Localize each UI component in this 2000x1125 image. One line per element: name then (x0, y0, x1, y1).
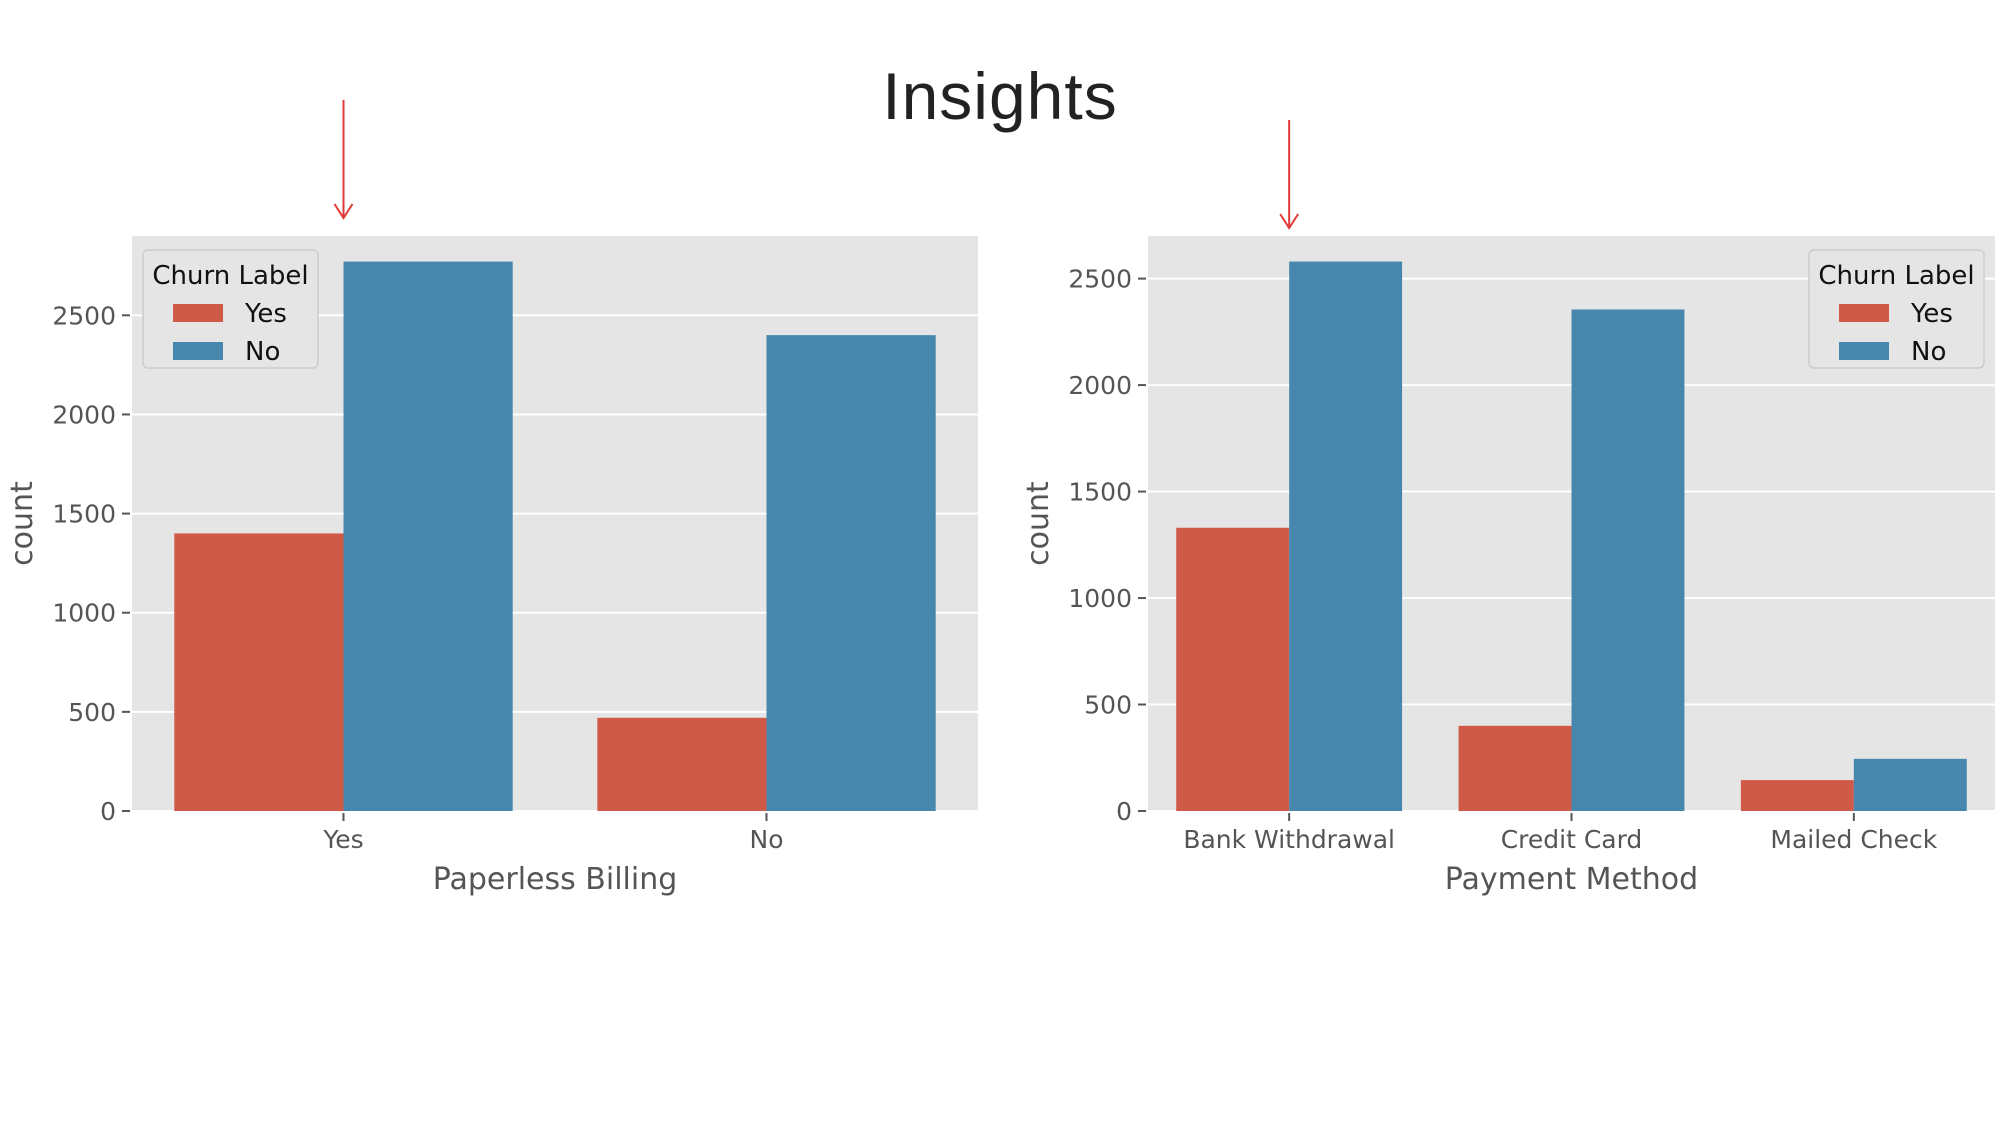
bar-yes (174, 533, 344, 811)
bar-no (1571, 309, 1685, 811)
annotation-arrow (1279, 120, 1300, 230)
arrow-head (1279, 213, 1300, 230)
legend-label-yes: Yes (1910, 299, 1953, 329)
slide-title: Insights (882, 59, 1118, 133)
legend-swatch-no (173, 342, 223, 360)
legend-title: Churn Label (1818, 261, 1974, 291)
legend-swatch-no (1839, 342, 1889, 360)
y-tick-label: 1000 (52, 599, 116, 628)
y-tick-label: 2500 (1068, 265, 1132, 294)
bar-no (766, 335, 936, 811)
arrow-head (333, 203, 354, 220)
legend-box (142, 249, 319, 369)
annotation-arrow (333, 100, 354, 220)
legend-label-no: No (245, 337, 280, 367)
y-tick-label: 1000 (1068, 584, 1132, 613)
y-tick-label: 2000 (1068, 371, 1132, 400)
y-tick-label: 2500 (52, 301, 116, 330)
legend-title: Churn Label (152, 261, 308, 291)
x-axis-label: Paperless Billing (433, 862, 678, 897)
y-tick-label: 500 (68, 698, 116, 727)
bar-no (343, 261, 513, 811)
x-axis-label: Payment Method (1445, 862, 1698, 897)
legend-label-no: No (1911, 337, 1946, 367)
x-tick-label: No (750, 825, 784, 854)
y-tick-label: 0 (100, 797, 116, 826)
legend: Churn Label Yes No (1808, 249, 1985, 369)
bar-no (1853, 758, 1967, 811)
x-tick-label: Credit Card (1501, 825, 1643, 854)
x-tick-label: Mailed Check (1770, 825, 1937, 854)
legend-label-yes: Yes (244, 299, 287, 329)
bar-yes (1176, 527, 1290, 811)
bar-yes (1740, 780, 1854, 811)
legend-swatch-yes (1839, 304, 1889, 322)
y-tick-label: 1500 (1068, 478, 1132, 507)
x-tick-label: Yes (322, 825, 363, 854)
y-tick-label: 2000 (52, 400, 116, 429)
legend-box (1808, 249, 1985, 369)
legend: Churn Label Yes No (142, 249, 319, 369)
y-tick-label: 0 (1116, 797, 1132, 826)
chart-1: 0 500 1000 1500 2000 2500 Yes No Paperless Billi… (5, 100, 978, 897)
y-axis-label: count (1021, 481, 1056, 566)
y-axis-label: count (5, 481, 40, 566)
y-tick-label: 1500 (52, 500, 116, 529)
bar-yes (1458, 725, 1572, 811)
y-tick-label: 500 (1084, 691, 1132, 720)
legend-swatch-yes (173, 304, 223, 322)
bar-yes (597, 717, 767, 811)
chart-2: 0 500 1000 1500 2000 2500 Bank Withdrawal Credi… (1021, 120, 1995, 897)
bar-no (1289, 261, 1403, 811)
x-tick-label: Bank Withdrawal (1183, 825, 1395, 854)
